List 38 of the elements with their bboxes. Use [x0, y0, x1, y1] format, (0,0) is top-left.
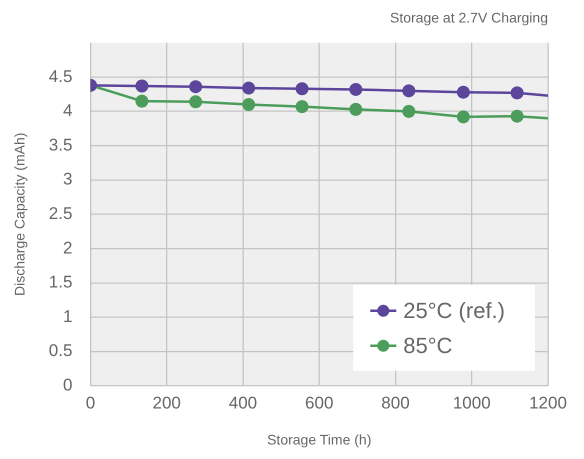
point — [456, 110, 470, 124]
y-tick-label: 0 — [62, 375, 72, 394]
y-tick-label: 2.5 — [48, 204, 72, 223]
chart-title: Storage at 2.7V Charging — [390, 9, 548, 26]
point — [242, 82, 256, 95]
point — [135, 80, 148, 93]
y-tick-label: 4 — [62, 101, 72, 120]
y-axis-title: Discharge Capacity (mAh) — [11, 132, 28, 296]
point — [510, 110, 524, 123]
point — [242, 98, 256, 112]
x-tick-label: 0 — [86, 394, 96, 413]
point — [349, 102, 362, 116]
point — [189, 80, 202, 94]
x-tick-label: 800 — [381, 394, 410, 413]
x-tick-label: 600 — [305, 394, 334, 413]
y-tick-label: 1 — [62, 306, 72, 326]
point — [189, 95, 202, 108]
x-axis-title: Storage Time (h) — [267, 431, 372, 448]
y-tick-label: 0.5 — [48, 341, 72, 360]
x-tick-label: 400 — [228, 394, 258, 413]
legend-label: 25°C (ref.) — [403, 298, 506, 323]
y-tick-label: 4.5 — [48, 66, 72, 86]
point — [402, 104, 416, 118]
point — [296, 100, 309, 114]
point — [135, 94, 148, 108]
point — [510, 86, 524, 100]
y-tick-label: 2 — [62, 238, 72, 258]
point — [296, 82, 309, 96]
x-tick-label: 1200 — [529, 394, 567, 413]
point — [402, 84, 416, 98]
legend-label: 85°C — [403, 332, 453, 358]
point — [349, 82, 362, 96]
y-tick-label: 3 — [62, 170, 72, 189]
x-tick-label: 200 — [152, 394, 181, 413]
y-tick-label: 1.5 — [48, 272, 72, 292]
point — [456, 86, 470, 99]
x-tick-label: 1000 — [452, 394, 491, 413]
y-tick-label: 3.5 — [48, 135, 72, 154]
